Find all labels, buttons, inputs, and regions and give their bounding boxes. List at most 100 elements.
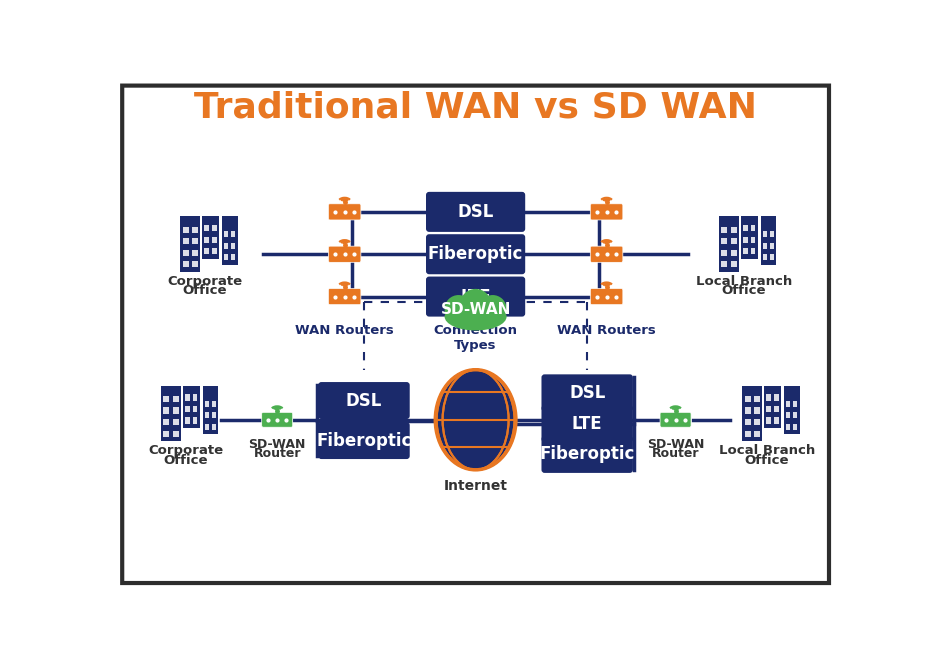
Bar [212, 248, 217, 254]
Bar [212, 424, 216, 430]
Text: Local Branch: Local Branch [718, 444, 814, 457]
Circle shape [478, 295, 506, 323]
Bar [785, 424, 790, 430]
Bar [766, 406, 770, 412]
FancyBboxPatch shape [328, 289, 361, 305]
Bar [183, 250, 189, 256]
Text: Traditional WAN vs SD WAN: Traditional WAN vs SD WAN [194, 91, 756, 125]
Bar [762, 254, 767, 260]
Bar [769, 231, 773, 237]
Text: Fiberoptic: Fiberoptic [316, 432, 412, 449]
Text: Office: Office [183, 284, 227, 297]
Text: DSL: DSL [457, 203, 493, 221]
Circle shape [460, 289, 490, 320]
FancyBboxPatch shape [425, 192, 525, 232]
Text: SD-WAN: SD-WAN [440, 302, 510, 317]
Text: Office: Office [720, 284, 765, 297]
Bar [793, 412, 796, 418]
Bar [743, 407, 750, 414]
Text: Fiberoptic: Fiberoptic [539, 446, 634, 463]
Bar [160, 386, 181, 442]
Bar [783, 386, 799, 434]
Text: WAN Routers: WAN Routers [295, 324, 394, 336]
Text: Router: Router [651, 447, 699, 459]
Bar [762, 231, 767, 237]
Bar [750, 236, 755, 243]
Bar [212, 412, 216, 418]
Bar [742, 386, 761, 442]
Bar [205, 401, 209, 406]
Text: Office: Office [744, 453, 788, 467]
Bar [202, 216, 219, 259]
Text: Internet: Internet [443, 479, 507, 493]
Bar [793, 424, 796, 430]
Bar [773, 395, 778, 401]
Bar [172, 430, 179, 437]
Bar [163, 430, 170, 437]
Bar [205, 424, 209, 430]
FancyBboxPatch shape [540, 405, 632, 442]
Bar [193, 395, 197, 401]
Bar [750, 248, 755, 254]
Bar [743, 225, 747, 231]
Bar [785, 401, 790, 406]
FancyBboxPatch shape [261, 412, 292, 427]
FancyBboxPatch shape [328, 246, 361, 262]
FancyBboxPatch shape [590, 204, 622, 220]
Bar [203, 386, 218, 434]
Bar [193, 418, 197, 424]
FancyBboxPatch shape [590, 246, 622, 262]
Bar [753, 396, 759, 402]
FancyBboxPatch shape [425, 234, 525, 274]
Bar [718, 216, 738, 272]
Bar [769, 254, 773, 260]
Bar [184, 395, 189, 401]
Bar [769, 243, 773, 249]
Bar [205, 412, 209, 418]
FancyBboxPatch shape [590, 289, 622, 305]
Bar [192, 250, 198, 256]
Text: DSL: DSL [346, 391, 382, 410]
Bar [785, 412, 790, 418]
FancyBboxPatch shape [425, 277, 525, 316]
Text: Corporate: Corporate [168, 275, 243, 288]
Bar [163, 419, 170, 425]
FancyBboxPatch shape [328, 204, 361, 220]
Bar [760, 216, 776, 265]
Bar [720, 226, 727, 232]
Bar [730, 238, 736, 244]
Bar [231, 243, 235, 249]
FancyBboxPatch shape [540, 374, 632, 411]
Text: Connection
Types: Connection Types [433, 324, 517, 352]
Bar [193, 406, 197, 412]
Bar [192, 238, 198, 244]
Text: WAN Routers: WAN Routers [556, 324, 655, 336]
Bar [740, 216, 756, 259]
FancyBboxPatch shape [540, 436, 632, 473]
Bar [750, 225, 755, 231]
Bar [730, 250, 736, 256]
Bar [763, 386, 781, 428]
Text: LTE: LTE [571, 414, 602, 433]
Bar [192, 261, 198, 267]
Bar [183, 386, 199, 428]
FancyBboxPatch shape [122, 85, 828, 583]
Text: Office: Office [163, 453, 208, 467]
Bar [183, 261, 189, 267]
Text: Local Branch: Local Branch [695, 275, 791, 288]
Bar [753, 407, 759, 414]
Bar [720, 238, 727, 244]
FancyBboxPatch shape [318, 422, 410, 459]
Ellipse shape [444, 303, 506, 330]
Text: Corporate: Corporate [148, 444, 223, 457]
Bar [762, 243, 767, 249]
Bar [753, 430, 759, 437]
Text: Fiberoptic: Fiberoptic [427, 245, 523, 263]
Text: LTE: LTE [460, 287, 490, 306]
Bar [743, 419, 750, 425]
Bar [231, 254, 235, 260]
Bar [192, 226, 198, 232]
Bar [231, 231, 235, 237]
Bar [730, 261, 736, 267]
FancyBboxPatch shape [659, 412, 691, 427]
